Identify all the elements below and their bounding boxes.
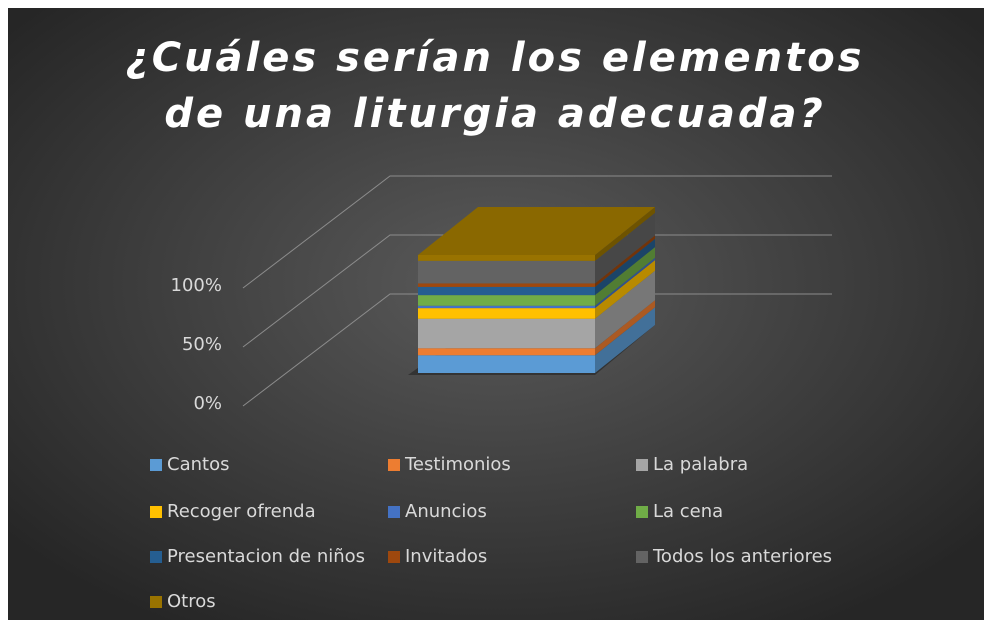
segment-side <box>595 207 655 261</box>
bar-segment <box>418 300 655 356</box>
segment-front <box>418 308 595 319</box>
legend-label: Otros <box>167 591 216 612</box>
bar-segment <box>418 270 655 349</box>
segment-side <box>595 257 655 309</box>
segment-side <box>595 307 655 373</box>
segment-side <box>595 235 655 287</box>
segment-side <box>595 270 655 349</box>
grid-line <box>242 175 832 289</box>
segment-front <box>418 355 595 373</box>
y-tick-label: 50% <box>182 334 222 355</box>
legend-swatch <box>388 459 400 471</box>
segment-front <box>418 348 595 356</box>
segment-front <box>418 295 595 306</box>
segment-side <box>595 212 655 284</box>
segment-top <box>418 207 655 255</box>
legend-swatch <box>150 506 162 518</box>
bar-segment <box>418 247 655 306</box>
legend-label: Invitados <box>405 546 487 567</box>
legend-swatch <box>636 551 648 563</box>
segment-front <box>418 283 595 287</box>
y-tick-label: 100% <box>171 275 222 296</box>
segment-side <box>595 247 655 306</box>
legend-swatch <box>388 551 400 563</box>
legend-swatch <box>636 506 648 518</box>
bar-segment <box>418 207 655 261</box>
legend-swatch <box>388 506 400 518</box>
segment-front <box>418 255 595 261</box>
segment-side <box>595 300 655 356</box>
segment-front <box>418 286 595 296</box>
legend-label: Presentacion de niños <box>167 546 365 567</box>
chart-title: ¿Cuáles serían los elementos de una litu… <box>125 35 865 137</box>
bar-segment <box>418 238 655 296</box>
legend-label: Anuncios <box>405 501 487 522</box>
segment-front <box>418 305 595 309</box>
legend-swatch <box>636 459 648 471</box>
legend-label: Recoger ofrenda <box>167 501 316 522</box>
bar-segment <box>418 257 655 309</box>
y-tick-label: 0% <box>193 393 222 414</box>
bar-segment <box>418 307 655 373</box>
bar-segment <box>418 235 655 287</box>
segment-front <box>418 318 595 349</box>
legend-label: Cantos <box>167 454 229 475</box>
segment-side <box>595 260 655 319</box>
legend-label: Todos los anteriores <box>652 546 832 567</box>
segment-side <box>595 238 655 296</box>
legend-swatch <box>150 551 162 563</box>
grid-line <box>242 234 832 348</box>
grid-line <box>242 293 832 407</box>
bar-segment <box>418 212 655 284</box>
legend-label: La palabra <box>653 454 748 475</box>
legend-swatch <box>150 596 162 608</box>
legend-label: La cena <box>653 501 723 522</box>
segment-front <box>418 260 595 284</box>
legend-label: Testimonios <box>404 454 511 475</box>
legend-swatch <box>150 459 162 471</box>
bar-segment <box>418 260 655 319</box>
